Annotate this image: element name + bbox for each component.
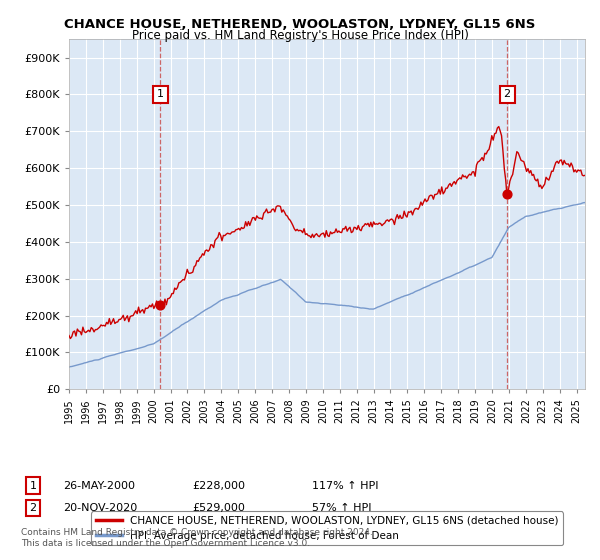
Text: Contains HM Land Registry data © Crown copyright and database right 2024.
This d: Contains HM Land Registry data © Crown c… bbox=[21, 528, 373, 548]
Text: 1: 1 bbox=[29, 480, 37, 491]
Text: CHANCE HOUSE, NETHEREND, WOOLASTON, LYDNEY, GL15 6NS: CHANCE HOUSE, NETHEREND, WOOLASTON, LYDN… bbox=[64, 18, 536, 31]
Text: 57% ↑ HPI: 57% ↑ HPI bbox=[312, 503, 371, 513]
Text: 1: 1 bbox=[157, 90, 164, 100]
Text: 2: 2 bbox=[503, 90, 511, 100]
Text: 20-NOV-2020: 20-NOV-2020 bbox=[63, 503, 137, 513]
Point bbox=[502, 190, 512, 199]
Point bbox=[155, 301, 165, 310]
Legend: CHANCE HOUSE, NETHEREND, WOOLASTON, LYDNEY, GL15 6NS (detached house), HPI: Aver: CHANCE HOUSE, NETHEREND, WOOLASTON, LYDN… bbox=[91, 511, 563, 545]
Text: 26-MAY-2000: 26-MAY-2000 bbox=[63, 480, 135, 491]
Text: 2: 2 bbox=[29, 503, 37, 513]
Text: £228,000: £228,000 bbox=[192, 480, 245, 491]
Text: £529,000: £529,000 bbox=[192, 503, 245, 513]
Text: Price paid vs. HM Land Registry's House Price Index (HPI): Price paid vs. HM Land Registry's House … bbox=[131, 29, 469, 42]
Text: 117% ↑ HPI: 117% ↑ HPI bbox=[312, 480, 379, 491]
